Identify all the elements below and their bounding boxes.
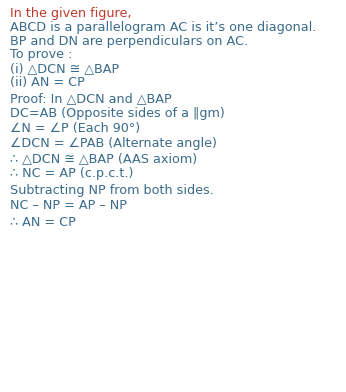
- Text: Subtracting NP from both sides.: Subtracting NP from both sides.: [10, 183, 214, 197]
- Text: DC=AB (Opposite sides of a ‖gm): DC=AB (Opposite sides of a ‖gm): [10, 107, 225, 120]
- Text: (i) △DCN ≅ △BAP: (i) △DCN ≅ △BAP: [10, 62, 120, 75]
- Text: To prove :: To prove :: [10, 48, 73, 62]
- Text: BP and DN are perpendiculars on AC.: BP and DN are perpendiculars on AC.: [10, 34, 248, 48]
- Text: NC – NP = AP – NP: NC – NP = AP – NP: [10, 199, 127, 212]
- Text: ABCD is a parallelogram AC is it’s one diagonal.: ABCD is a parallelogram AC is it’s one d…: [10, 21, 317, 34]
- Text: ∴ △DCN ≅ △BAP (AAS axiom): ∴ △DCN ≅ △BAP (AAS axiom): [10, 152, 198, 165]
- Text: ∠N = ∠P (Each 90°): ∠N = ∠P (Each 90°): [10, 122, 140, 135]
- Text: In the given figure,: In the given figure,: [10, 7, 132, 20]
- Text: (ii) AN = CP: (ii) AN = CP: [10, 76, 85, 89]
- Text: ∠DCN = ∠PAB (Alternate angle): ∠DCN = ∠PAB (Alternate angle): [10, 137, 217, 150]
- Text: ∴ NC = AP (c.p.c.t.): ∴ NC = AP (c.p.c.t.): [10, 167, 134, 180]
- Text: Proof: In △DCN and △BAP: Proof: In △DCN and △BAP: [10, 92, 172, 105]
- Text: ∴ AN = CP: ∴ AN = CP: [10, 216, 76, 229]
